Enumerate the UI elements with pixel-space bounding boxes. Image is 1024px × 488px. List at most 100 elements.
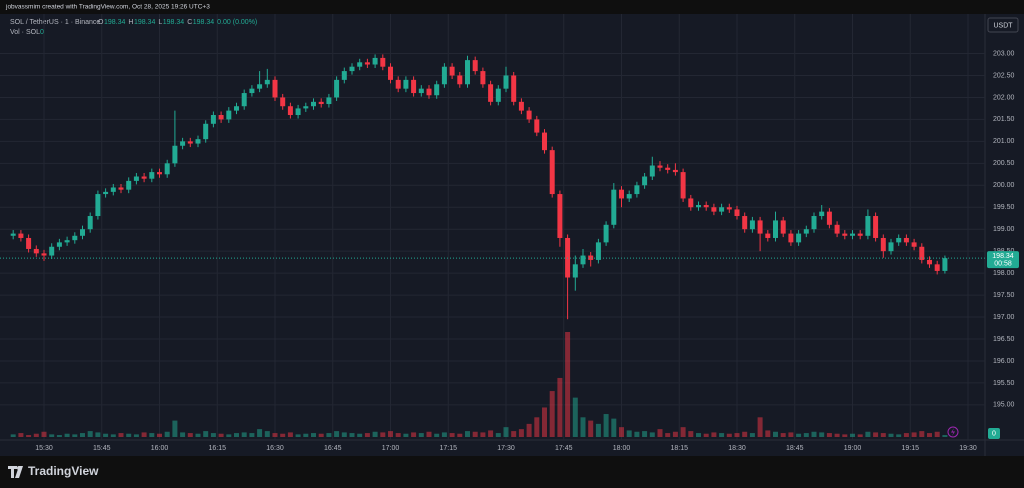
candle-body: [388, 66, 393, 80]
alert-icon[interactable]: [947, 426, 959, 438]
volume-bar: [33, 433, 39, 437]
candle-body: [241, 93, 247, 107]
candle-body: [264, 79, 270, 85]
x-tick-label: 17:45: [555, 445, 573, 452]
credit: jobvassmim created with TradingView.com,…: [5, 4, 210, 11]
volume-bar: [811, 431, 817, 437]
candle-body: [326, 97, 332, 105]
candle-body: [749, 220, 755, 230]
candle-body: [757, 220, 763, 234]
y-tick-label: 202.50: [993, 72, 1015, 79]
volume-bar: [603, 414, 609, 437]
candle-body: [518, 101, 524, 111]
candle-body: [726, 207, 732, 210]
legend-value: 198.34: [134, 19, 156, 26]
volume-bar: [326, 433, 332, 437]
candle-body: [495, 88, 501, 102]
currency: USDT: [993, 22, 1013, 29]
volume-bar: [503, 427, 509, 437]
y-tick-label: 196.50: [993, 336, 1015, 343]
candle-body: [395, 79, 401, 89]
candle-body: [56, 242, 62, 247]
volume-bar: [680, 427, 686, 437]
currency-box: [987, 17, 1019, 33]
volume-bar: [672, 431, 678, 437]
candle-body: [426, 88, 432, 96]
volume-bar: [842, 434, 848, 437]
volume-bar: [765, 430, 771, 437]
candle-body: [557, 194, 563, 238]
candle-body: [334, 79, 340, 98]
candle-body: [403, 79, 409, 89]
candle-body: [919, 246, 925, 260]
candle-body: [457, 75, 463, 85]
volume-bar: [187, 433, 193, 437]
volume-bar: [465, 431, 470, 437]
y-tick-label: 195.00: [993, 402, 1015, 409]
y-tick-label: 199.50: [993, 204, 1015, 211]
candle-body: [580, 255, 586, 265]
candle-body: [742, 216, 748, 230]
volume-bar: [572, 397, 578, 437]
volume-bar: [133, 434, 139, 437]
legend-key: H: [128, 19, 133, 26]
volume-bar: [819, 432, 825, 437]
volume-axis-label: 0: [992, 430, 996, 437]
candle-body: [180, 141, 186, 146]
legend-key: O: [98, 19, 104, 26]
volume-bar: [18, 433, 24, 437]
candle-body: [880, 237, 886, 252]
volume-bar: [56, 435, 62, 437]
volume-bar: [780, 433, 786, 437]
volume-value: 0: [40, 29, 44, 36]
candle-body: [819, 211, 825, 217]
volume-bar: [418, 433, 424, 437]
volume-bar: [334, 431, 340, 437]
x-tick-label: 18:30: [728, 445, 746, 452]
y-tick-label: 197.50: [993, 292, 1015, 299]
volume-bar: [149, 433, 155, 437]
x-tick-label: 17:30: [497, 445, 515, 452]
y-tick-label: 201.00: [993, 138, 1015, 145]
volume-bar: [241, 432, 247, 437]
candle-body: [195, 139, 201, 144]
y-tick-label: 200.50: [993, 160, 1015, 167]
volume-bar: [518, 429, 524, 437]
volume-bar: [888, 433, 894, 437]
candle-body: [796, 233, 802, 243]
volume-bar: [480, 432, 486, 437]
volume-bar: [626, 430, 632, 437]
volume-bar: [172, 420, 178, 437]
x-tick-label: 16:30: [266, 445, 284, 452]
candle-body: [80, 229, 85, 236]
volume-bar: [110, 434, 116, 437]
candle-body: [249, 88, 255, 94]
volume-bar: [580, 417, 586, 437]
volume-bar: [773, 431, 778, 437]
candle-body: [149, 172, 155, 179]
x-tick-label: 18:00: [613, 445, 631, 452]
x-tick-label: 16:00: [151, 445, 169, 452]
volume-bar: [157, 433, 162, 437]
legend-change: 0.00 (0.00%): [217, 19, 257, 26]
volume-bar: [26, 435, 32, 437]
y-tick-label: 195.50: [993, 380, 1015, 387]
candle-body: [318, 101, 324, 105]
last-price-label: 198.34: [992, 253, 1014, 260]
volume-bar: [919, 431, 925, 437]
volume-bar: [388, 431, 393, 437]
volume-bar: [126, 433, 132, 437]
candle-body: [649, 165, 655, 177]
volume-bar: [203, 431, 209, 437]
y-tick-label: 196.00: [993, 358, 1015, 365]
x-tick-label: 19:00: [844, 445, 862, 452]
candle-body: [287, 106, 293, 116]
candle-body: [234, 106, 239, 111]
volume-bar: [834, 433, 840, 437]
candle-body: [172, 145, 178, 164]
volume-bar: [311, 433, 316, 437]
volume-bar: [611, 418, 617, 437]
volume-bar: [565, 332, 571, 437]
candle-body: [449, 66, 455, 76]
candle-body: [934, 264, 940, 271]
